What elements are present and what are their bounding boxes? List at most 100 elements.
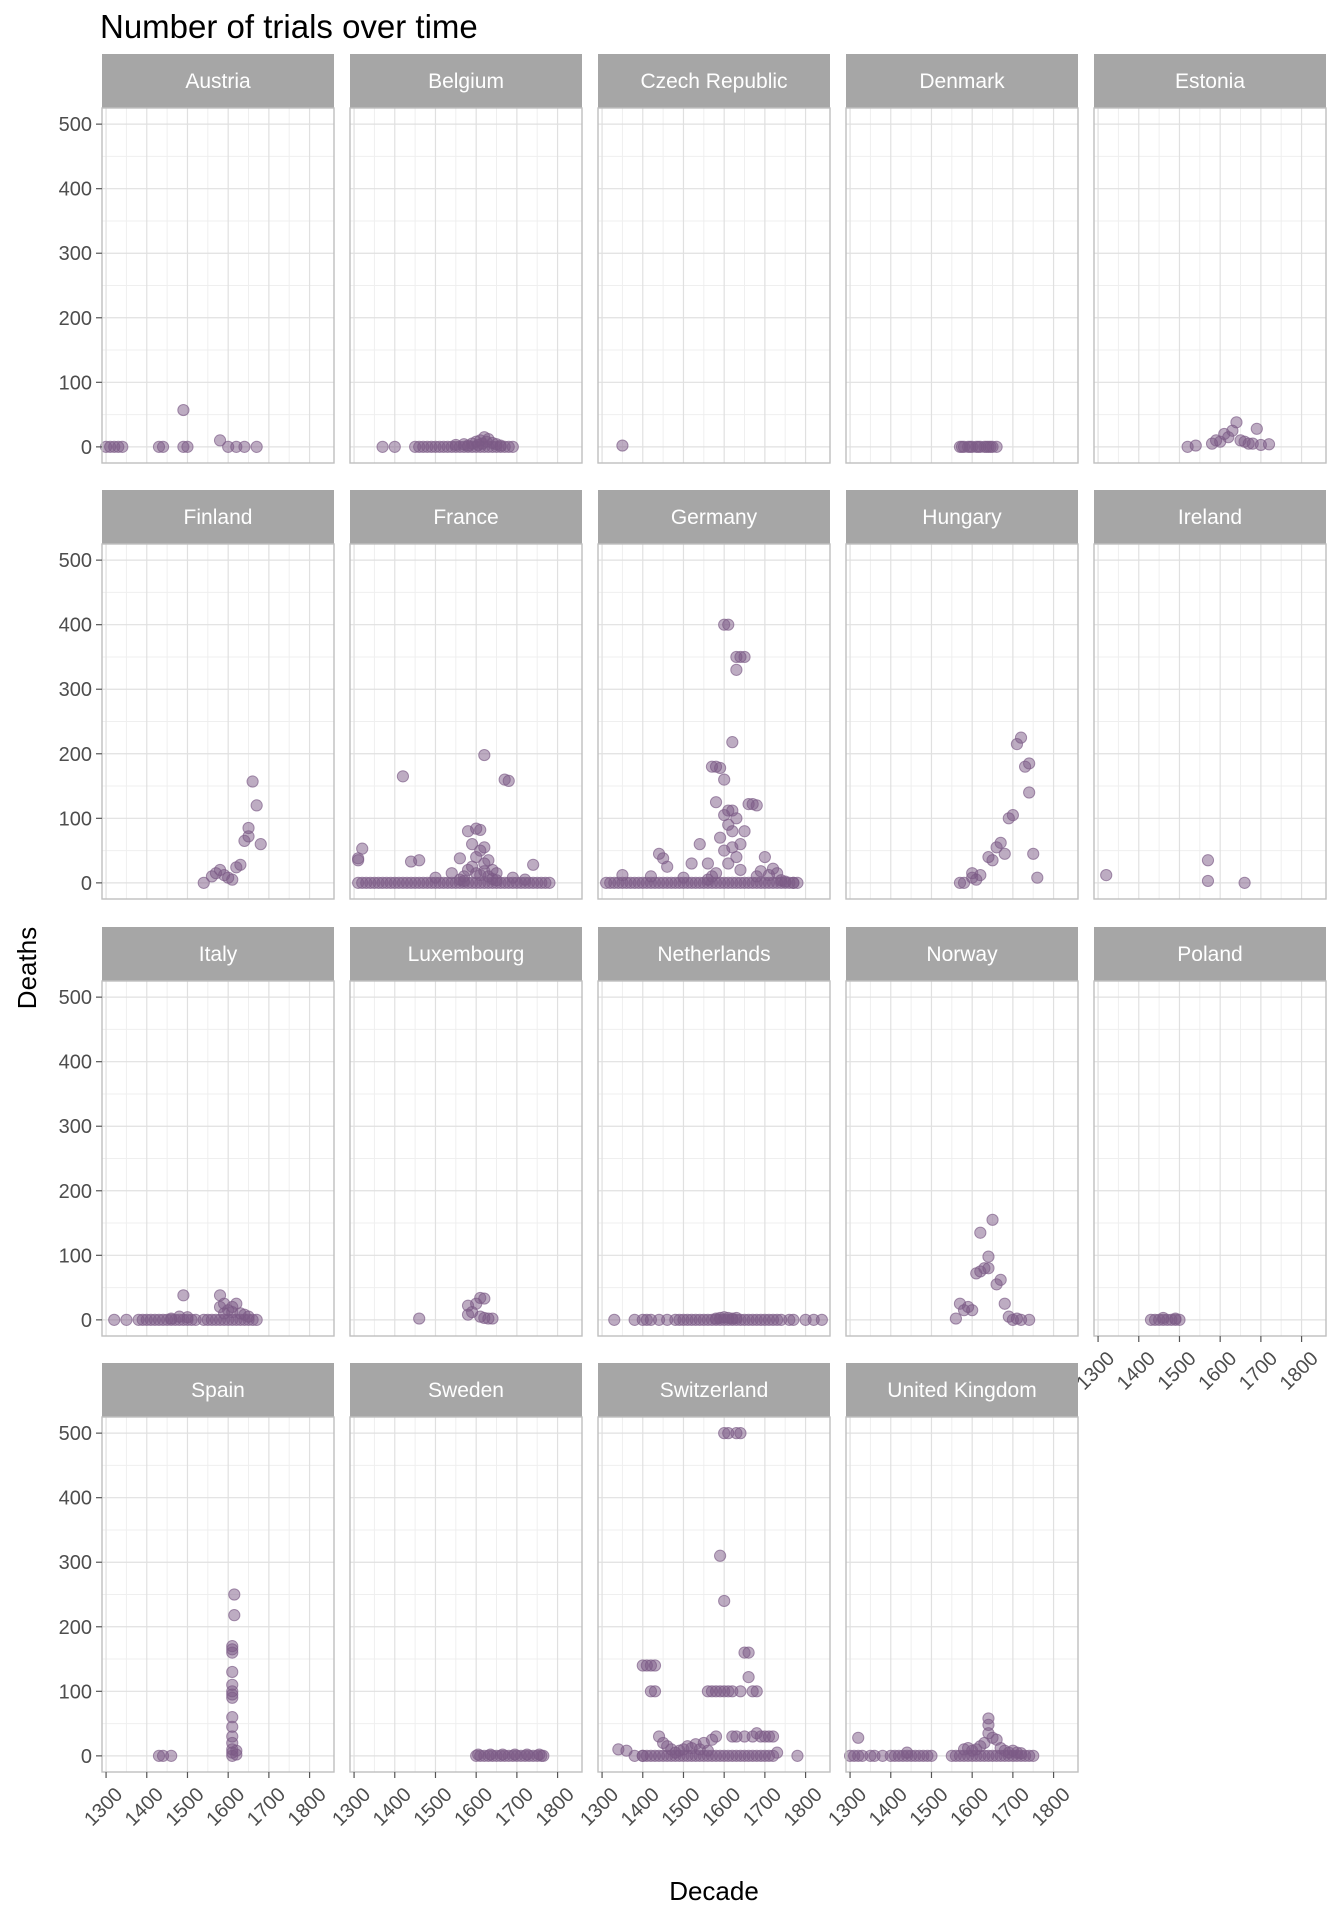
data-point [472,438,485,452]
data-point [998,1297,1011,1310]
data-point [994,1273,1007,1286]
data-point [787,876,800,889]
data-point [966,1304,979,1317]
x-tick-label: 1500 [162,1784,209,1831]
data-point [1023,757,1036,770]
data-point [445,867,458,880]
data-point [1023,1313,1036,1326]
panel-border [1093,980,1327,1337]
facet-hungary: Hungary [845,490,1079,900]
facet-spain: Spain 0 100 200 300 400 500 1300140015001600170… [59,1363,335,1831]
data-point [177,1289,190,1302]
data-point [709,796,723,809]
facet-strip [350,490,582,544]
data-point [520,1748,534,1761]
data-point [750,799,763,812]
data-point [722,618,735,631]
data-point [165,1749,178,1762]
data-point [181,440,194,453]
data-point [787,1313,800,1326]
x-tick-label: 1700 [491,1784,538,1831]
data-point [478,841,491,854]
x-tick-label: 1500 [658,1784,705,1831]
facet-norway: Norway [845,927,1079,1337]
data-point [527,858,540,871]
data-point [508,1748,521,1761]
y-tick-label: 400 [59,1488,92,1510]
data-point [986,854,999,867]
data-point [718,773,731,786]
data-point [230,1748,243,1761]
data-point [250,799,263,812]
data-point [484,1748,497,1761]
facet-panels: Austria 0 100 200 300 400 500 Belgium Czech Repu… [59,54,1327,1831]
y-axis-title: Deaths [12,927,42,1009]
panel-border [597,107,831,464]
data-point [648,1685,662,1698]
x-tick-label: 1600 [202,1784,249,1831]
data-point [478,748,491,762]
facet-strip-label: France [433,506,498,529]
data-point [453,873,466,886]
panel-border [349,980,583,1337]
data-point [173,1310,186,1323]
y-tick-label: 200 [59,308,92,330]
data-point [494,439,507,452]
y-tick-label: 300 [59,679,92,701]
data-point [734,1685,747,1698]
data-point [986,1213,999,1226]
x-tick-label: 1700 [243,1784,290,1831]
facet-strip-label: Denmark [919,70,1005,93]
facet-estonia: Estonia [1093,54,1327,464]
data-point [734,863,747,877]
y-tick-label: 500 [59,550,92,572]
data-point [1157,1311,1170,1325]
data-point [177,403,190,417]
facet-strip [350,1363,582,1417]
facet-strip [1094,490,1326,544]
x-tick-label: 1500 [1154,1348,1201,1395]
x-tick-label: 1400 [617,1784,664,1831]
data-point [226,1640,239,1653]
x-tick-label: 1800 [1276,1348,1323,1395]
data-point [1027,847,1040,860]
facet-belgium: Belgium [349,54,583,464]
data-point [677,871,690,884]
data-point [766,1749,780,1762]
x-tick-label: 1700 [1235,1348,1282,1395]
data-point [250,440,263,453]
data-point [974,1226,987,1239]
data-point [791,1749,804,1762]
facet-ireland: Ireland [1093,490,1327,900]
data-point [429,871,442,884]
data-point [730,812,743,825]
y-tick-label: 500 [59,987,92,1009]
facet-strip-label: Spain [191,1379,245,1402]
data-point [486,1312,499,1325]
data-point [982,1262,995,1275]
panel-border [845,980,1079,1337]
panel-border [597,980,831,1337]
y-tick-label: 0 [81,873,92,895]
data-point [701,857,714,870]
data-point [949,1312,962,1325]
panel-border [1093,543,1327,900]
data-point [226,873,239,886]
data-point [108,1313,121,1326]
data-point [478,1292,491,1305]
facet-strip-label: Sweden [428,1379,504,1402]
data-point [998,847,1011,860]
x-tick-label: 1800 [532,1784,579,1831]
x-tick-label: 1400 [865,1784,912,1831]
data-point [722,857,735,870]
data-point [685,857,698,870]
data-point [226,1306,239,1319]
x-tick-label: 1600 [1194,1348,1241,1395]
data-point [116,440,129,453]
data-point [714,761,727,775]
data-point [228,1609,241,1622]
chart-title: Number of trials over time [100,8,478,45]
facet-luxembourg: Luxembourg [349,927,583,1337]
facet-france: France [349,490,583,900]
